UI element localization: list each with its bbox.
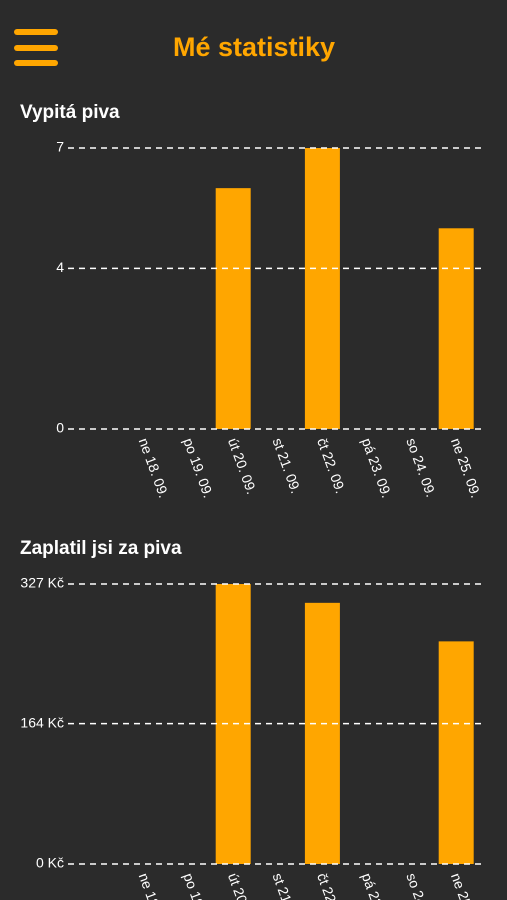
y-tick-label: 327 Kč — [20, 575, 64, 591]
chart-title: Vypitá piva — [20, 102, 120, 123]
y-tick-label: 0 Kč — [36, 855, 64, 871]
bar — [438, 641, 474, 864]
bar — [304, 148, 340, 429]
y-tick-label: 0 — [56, 420, 64, 436]
y-tick-label: 7 — [56, 139, 64, 155]
menu-button[interactable] — [14, 29, 58, 66]
chart-title: Zaplatil jsi za piva — [20, 538, 182, 559]
bar — [304, 602, 340, 864]
bar — [438, 228, 474, 429]
bar — [215, 188, 251, 429]
y-tick-label: 4 — [56, 259, 64, 275]
page-title: Mé statistiky — [173, 32, 335, 62]
y-tick-label: 164 Kč — [20, 714, 64, 730]
